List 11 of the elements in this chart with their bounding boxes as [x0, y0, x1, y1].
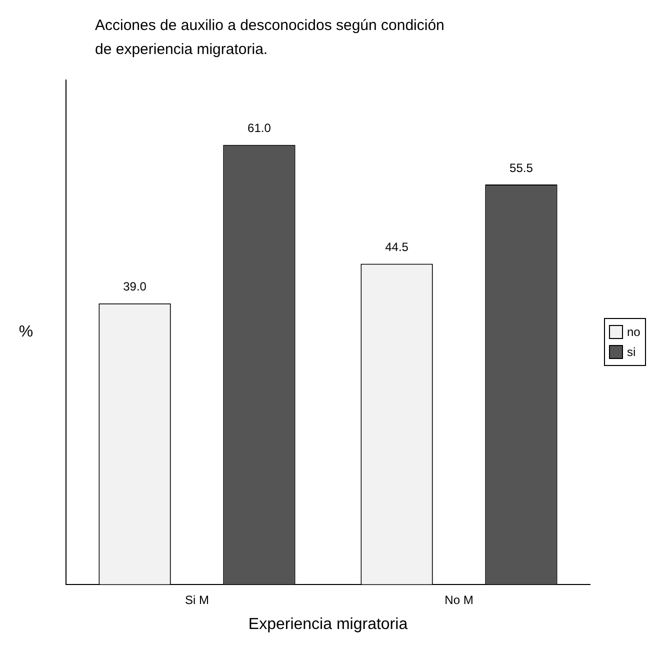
data-label: 61.0 [248, 121, 272, 136]
data-label: 55.5 [510, 160, 534, 175]
x-axis-title: Experiencia migratoria [248, 616, 408, 633]
data-label: 39.0 [123, 280, 147, 294]
x-tick-label: Si M [185, 592, 210, 607]
chart-title: Acciones de auxilio a desconocidos según condición de experiencia migratoria. [95, 16, 446, 60]
y-axis-title: % [18, 324, 34, 341]
x-tick-label: No M [444, 592, 474, 607]
data-label: 44.5 [385, 240, 409, 254]
legend-label: no [627, 324, 640, 341]
legend-label: si [627, 344, 636, 361]
